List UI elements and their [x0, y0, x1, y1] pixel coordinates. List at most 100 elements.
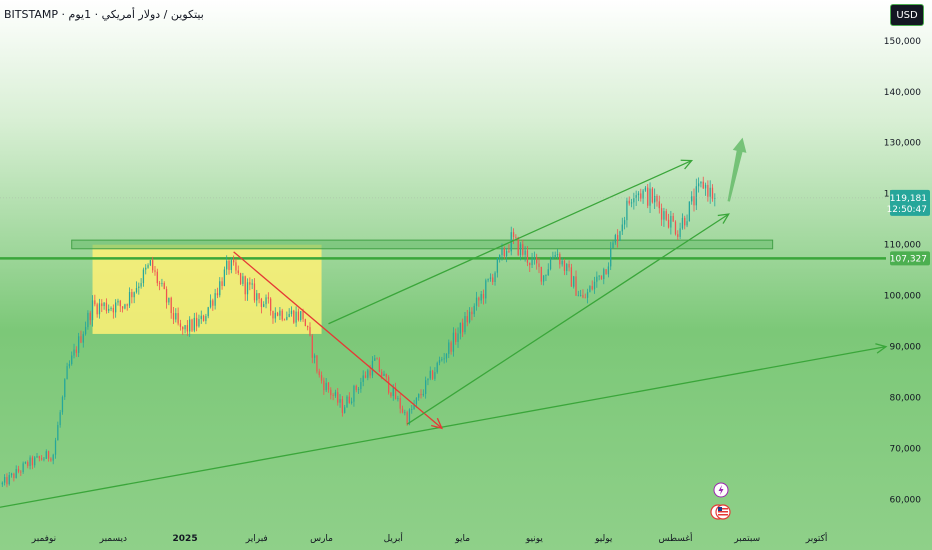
candle-body: [626, 200, 628, 221]
candle-body: [707, 184, 709, 197]
candle-body: [471, 311, 473, 315]
candle-body: [6, 477, 8, 485]
candle-body: [492, 277, 494, 282]
resistance-band[interactable]: [71, 239, 774, 250]
candle: [246, 278, 249, 301]
candle: [124, 303, 126, 310]
candle-body: [445, 353, 448, 359]
candle: [468, 307, 471, 324]
candle-body: [235, 262, 237, 271]
flag-canton: [718, 507, 722, 511]
us-flag-icon[interactable]: [710, 504, 731, 520]
candle-body: [554, 255, 556, 257]
candle-body: [413, 404, 415, 410]
currency-button[interactable]: USD: [890, 4, 924, 26]
candle-body: [251, 283, 253, 285]
candle-body: [512, 232, 515, 237]
candle: [119, 299, 121, 313]
candle: [140, 278, 142, 289]
candle: [492, 273, 494, 286]
candle-body: [575, 276, 577, 296]
candle: [554, 251, 556, 259]
y-tick-label: 80,000: [890, 394, 922, 404]
candle: [346, 395, 348, 408]
candle: [73, 343, 75, 359]
candle-body: [10, 473, 13, 476]
candle-body: [401, 408, 404, 413]
candle-body: [425, 380, 427, 394]
candle-body: [617, 235, 619, 241]
candle: [168, 297, 170, 306]
candle-body: [13, 473, 15, 479]
candle-body: [239, 273, 242, 284]
projection-arrow[interactable]: [727, 137, 747, 202]
candle: [59, 409, 61, 428]
channel-upper-line[interactable]: [328, 159, 694, 325]
x-tick-label: أبريل: [384, 532, 403, 544]
candle: [471, 307, 473, 321]
candle-body: [244, 276, 246, 295]
candle: [593, 276, 596, 294]
candle: [517, 236, 519, 257]
candle-body: [466, 316, 468, 323]
current-price-tag[interactable]: [890, 189, 930, 216]
candle-body: [415, 397, 418, 405]
candle-countdown: 12:50:47: [887, 205, 927, 215]
candle-body: [170, 297, 172, 314]
candle: [674, 220, 677, 236]
candle: [182, 326, 184, 335]
symbol-label[interactable]: BITSTAMP: [4, 8, 59, 21]
candle: [163, 281, 165, 290]
candle: [350, 397, 353, 405]
candle: [390, 392, 392, 398]
x-tick-label: نوفمبر: [31, 534, 56, 544]
level-price-tag[interactable]: [890, 251, 930, 266]
candle: [397, 395, 399, 402]
candle-body: [31, 457, 34, 466]
candle-body: [360, 381, 362, 390]
candle-body: [545, 275, 547, 276]
downtrend-line[interactable]: [233, 251, 443, 430]
candle: [684, 215, 686, 230]
long-trendline[interactable]: [0, 343, 888, 508]
x-tick-label: أغسطس: [658, 532, 692, 544]
candle: [364, 371, 367, 379]
channel-lower-line[interactable]: [406, 213, 730, 425]
candle-body: [663, 211, 665, 220]
candle: [614, 233, 616, 245]
lightning-icon[interactable]: [713, 482, 729, 498]
candle: [339, 394, 341, 408]
candle: [427, 378, 429, 386]
candle-body: [635, 195, 637, 199]
candle: [404, 409, 406, 416]
candle-body: [41, 458, 43, 460]
candle-body: [589, 286, 591, 293]
candle: [431, 369, 434, 380]
candle-body: [87, 312, 89, 328]
candle: [600, 275, 603, 280]
candle: [311, 334, 313, 364]
candle: [580, 289, 582, 297]
candle-body: [408, 409, 411, 425]
candle-body: [17, 468, 20, 472]
candle-body: [482, 294, 485, 299]
candle-body: [362, 375, 364, 382]
candle-body: [323, 380, 325, 391]
candle: [64, 378, 66, 400]
candle-body: [91, 300, 94, 321]
candle-body: [330, 389, 332, 396]
candle: [524, 246, 526, 262]
candle: [38, 455, 40, 462]
candle-body: [633, 198, 635, 203]
candle-body: [293, 310, 295, 323]
candle: [672, 212, 674, 222]
candle-body: [522, 244, 524, 255]
candle-body: [411, 409, 413, 410]
y-tick-label: 70,000: [890, 445, 922, 455]
candle: [57, 421, 59, 441]
candle-body: [580, 295, 582, 296]
candle: [533, 251, 536, 265]
candle-body: [607, 266, 610, 275]
candle: [448, 339, 450, 359]
